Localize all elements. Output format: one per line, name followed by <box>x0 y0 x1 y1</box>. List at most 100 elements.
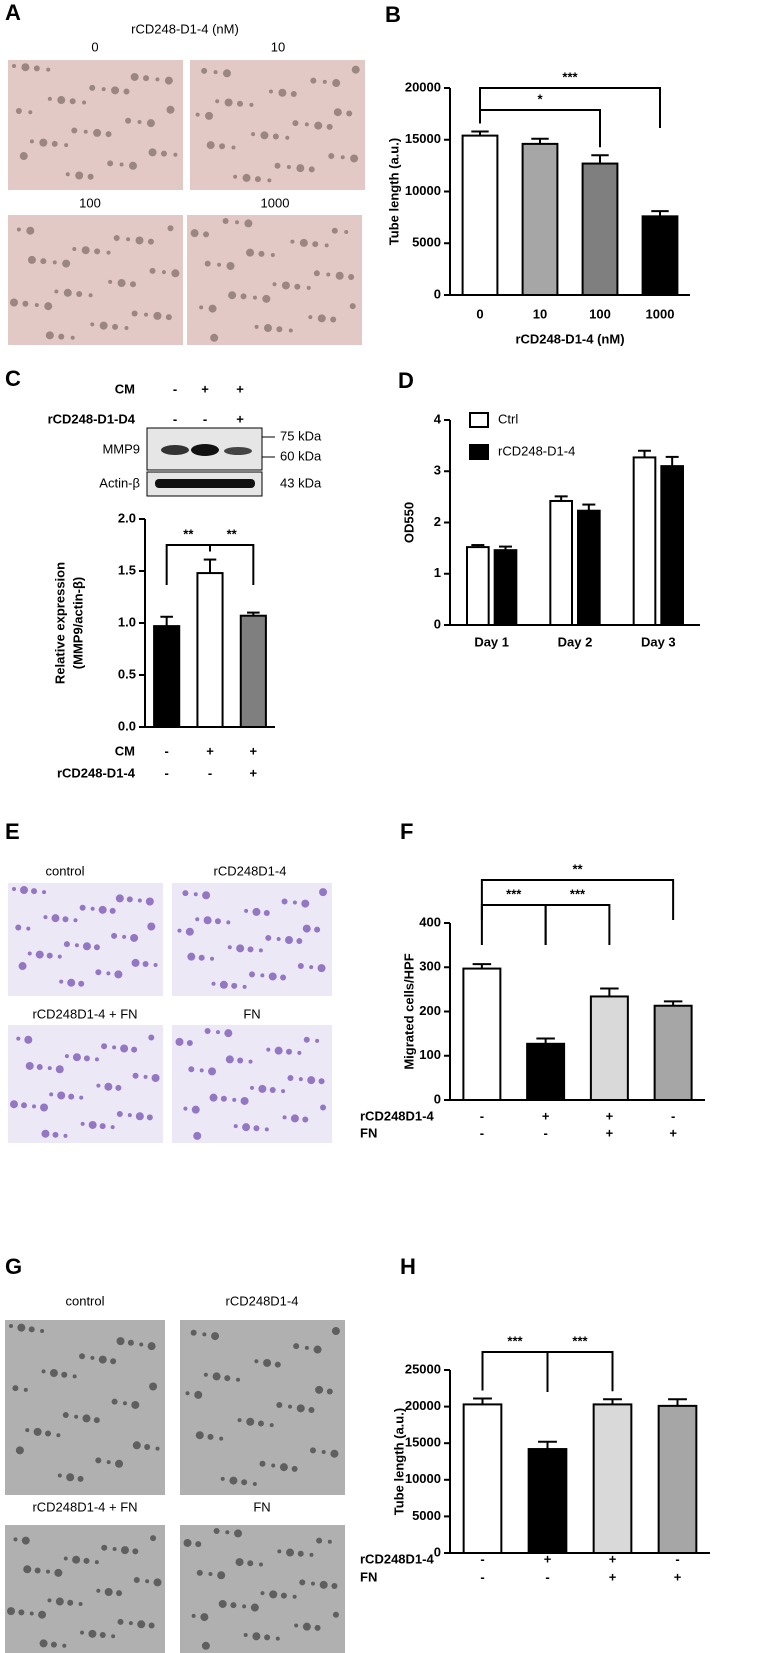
texture <box>285 135 290 140</box>
texture <box>117 279 126 288</box>
sig-label: *** <box>507 1333 523 1348</box>
texture <box>21 63 30 72</box>
texture <box>219 143 226 150</box>
texture <box>271 1463 276 1468</box>
texture <box>35 950 44 959</box>
texture <box>287 1074 294 1081</box>
texture <box>281 898 288 905</box>
texture <box>106 250 111 255</box>
texture <box>309 1552 314 1557</box>
texture <box>101 1043 108 1050</box>
texture <box>290 239 295 244</box>
x-tick-label: Day 2 <box>558 634 593 649</box>
texture <box>80 1121 85 1126</box>
texture <box>225 1055 234 1064</box>
texture <box>94 1057 99 1062</box>
texture <box>80 1630 85 1635</box>
texture <box>331 1583 338 1590</box>
texture <box>208 1572 213 1577</box>
texture <box>290 1114 299 1123</box>
texture <box>76 290 83 297</box>
bar <box>527 1448 568 1555</box>
y-tick-label: 25000 <box>405 1361 441 1376</box>
texture <box>40 1103 49 1112</box>
texture <box>68 1093 75 1100</box>
texture <box>217 1571 226 1580</box>
sig-bracket <box>480 879 675 920</box>
texture <box>123 88 130 95</box>
bar <box>153 625 181 728</box>
texture <box>330 316 337 323</box>
texture <box>204 260 211 267</box>
texture <box>79 904 86 911</box>
texture <box>101 87 106 92</box>
x-tick-label: 0 <box>476 306 483 321</box>
texture <box>199 305 204 310</box>
texture <box>62 1643 67 1648</box>
texture <box>288 1404 293 1409</box>
texture <box>259 1460 266 1467</box>
condition-mark: + <box>674 1569 682 1584</box>
texture <box>69 98 76 105</box>
texture <box>326 272 331 277</box>
texture <box>101 1544 108 1551</box>
y-axis-label: Tube length (a.u.) <box>386 138 401 245</box>
texture <box>46 1569 50 1574</box>
texture <box>316 1537 323 1544</box>
bar <box>592 1403 633 1555</box>
texture <box>110 1358 117 1365</box>
texture <box>201 67 208 74</box>
texture <box>211 981 216 986</box>
texture <box>148 1622 155 1629</box>
texture <box>195 917 200 922</box>
y-tick-label: 2 <box>434 514 441 529</box>
texture <box>137 898 142 903</box>
texture <box>191 1613 196 1618</box>
sig-bracket <box>481 1351 549 1392</box>
y-tick-label: 3 <box>434 463 441 478</box>
texture <box>280 974 287 981</box>
texture <box>17 1323 26 1332</box>
texture <box>185 1391 190 1396</box>
texture <box>247 1560 254 1567</box>
texture <box>208 304 217 313</box>
condition-mark: - <box>480 1108 484 1123</box>
texture <box>116 1337 125 1346</box>
texture <box>299 238 308 247</box>
condition-mark: + <box>609 1569 617 1584</box>
bar <box>589 995 629 1102</box>
texture <box>90 322 95 327</box>
texture <box>194 1390 203 1399</box>
texture <box>328 153 335 160</box>
texture <box>83 1557 90 1564</box>
y-tick-label: 20000 <box>405 1398 441 1413</box>
condition-label: rCD248-D1-D4 <box>48 411 136 426</box>
texture <box>249 971 255 978</box>
band-label: Actin-β <box>99 475 140 490</box>
texture <box>306 285 311 290</box>
texture <box>214 918 221 925</box>
texture <box>39 1639 48 1648</box>
sig-bracket <box>480 904 547 945</box>
texture <box>94 1560 99 1565</box>
texture <box>165 314 172 321</box>
bar <box>196 572 224 729</box>
texture <box>247 946 254 953</box>
texture <box>265 934 272 941</box>
texture <box>272 282 277 287</box>
bar <box>549 499 573 627</box>
texture <box>240 1096 249 1105</box>
texture <box>21 1102 28 1109</box>
texture <box>33 65 40 72</box>
texture <box>147 238 154 245</box>
condition-mark: - <box>208 765 212 780</box>
texture <box>326 1388 333 1395</box>
texture <box>313 1345 322 1354</box>
texture <box>28 110 33 115</box>
texture <box>146 119 155 128</box>
bar <box>660 465 684 626</box>
texture <box>286 1048 292 1055</box>
y-tick-label: 1.5 <box>118 562 136 577</box>
texture <box>82 1414 91 1423</box>
texture <box>139 1342 144 1347</box>
